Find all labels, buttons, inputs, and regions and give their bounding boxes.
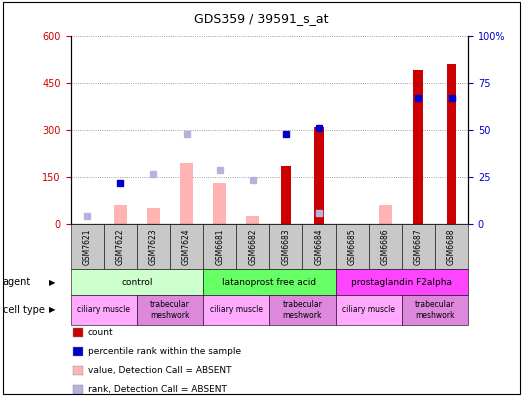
Text: ▶: ▶ <box>49 278 55 287</box>
Text: percentile rank within the sample: percentile rank within the sample <box>88 347 241 356</box>
Text: rank, Detection Call = ABSENT: rank, Detection Call = ABSENT <box>88 385 227 394</box>
Text: ciliary muscle: ciliary muscle <box>77 305 130 314</box>
Bar <box>180 163 193 224</box>
Bar <box>314 127 324 224</box>
Text: GSM7624: GSM7624 <box>182 228 191 265</box>
Bar <box>281 166 291 224</box>
Bar <box>113 205 127 224</box>
Text: cell type: cell type <box>3 305 44 315</box>
Text: GSM7621: GSM7621 <box>83 228 92 265</box>
Text: prostaglandin F2alpha: prostaglandin F2alpha <box>351 278 452 287</box>
Text: GSM7623: GSM7623 <box>149 228 158 265</box>
Text: trabecular
meshwork: trabecular meshwork <box>150 300 190 320</box>
Text: GSM6682: GSM6682 <box>248 228 257 265</box>
Text: GSM6685: GSM6685 <box>348 228 357 265</box>
Text: ▶: ▶ <box>49 305 55 314</box>
Text: GSM7622: GSM7622 <box>116 228 125 265</box>
Bar <box>447 64 457 224</box>
Bar <box>213 183 226 224</box>
Text: trabecular
meshwork: trabecular meshwork <box>415 300 455 320</box>
Text: GSM6687: GSM6687 <box>414 228 423 265</box>
Text: GSM6686: GSM6686 <box>381 228 390 265</box>
Text: GSM6683: GSM6683 <box>281 228 290 265</box>
Text: GSM6681: GSM6681 <box>215 228 224 265</box>
Text: GDS359 / 39591_s_at: GDS359 / 39591_s_at <box>194 12 329 25</box>
Text: GSM6688: GSM6688 <box>447 228 456 265</box>
Text: latanoprost free acid: latanoprost free acid <box>222 278 316 287</box>
Text: GSM6684: GSM6684 <box>314 228 324 265</box>
Text: count: count <box>88 328 113 337</box>
Text: ciliary muscle: ciliary muscle <box>210 305 263 314</box>
Bar <box>246 216 259 224</box>
Bar <box>379 205 392 224</box>
Text: value, Detection Call = ABSENT: value, Detection Call = ABSENT <box>88 366 231 375</box>
Bar <box>147 208 160 224</box>
Text: control: control <box>121 278 153 287</box>
Bar <box>413 70 424 224</box>
Text: trabecular
meshwork: trabecular meshwork <box>282 300 322 320</box>
Text: ciliary muscle: ciliary muscle <box>342 305 395 314</box>
Text: agent: agent <box>3 277 31 287</box>
